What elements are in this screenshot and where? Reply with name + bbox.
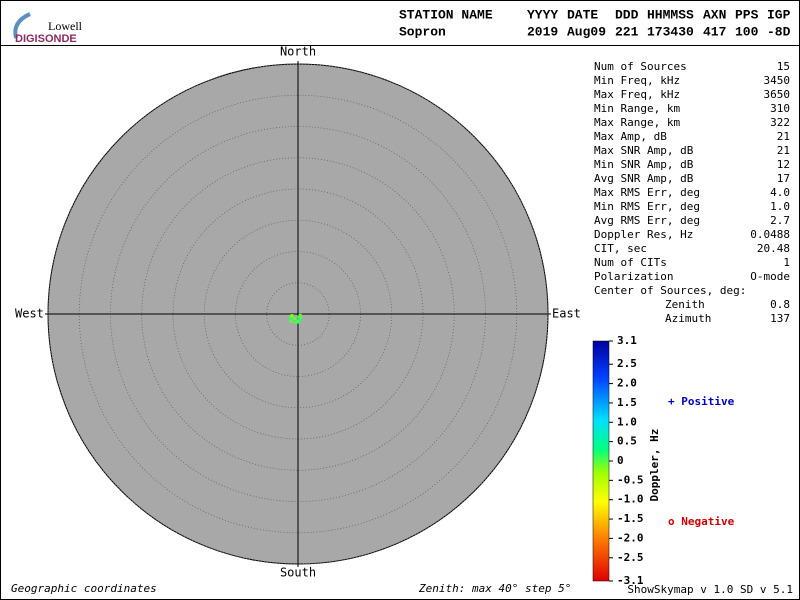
header-column: IGP [767, 7, 791, 22]
stat-label: Min Freq, kHz [594, 74, 680, 87]
source-point [293, 317, 297, 321]
colorbar-tick-label: 2.5 [617, 357, 637, 370]
source-point [298, 316, 302, 320]
stat-label: Zenith [665, 298, 705, 311]
header-value: Sopron [399, 24, 446, 39]
colorbar-tick-label: 1.5 [617, 396, 637, 409]
colorbar-tick-label: 0 [617, 454, 624, 467]
stat-value: 1.0 [770, 200, 790, 213]
header-value: -8D [767, 24, 791, 39]
stat-label: Num of Sources [594, 60, 687, 73]
legend-positive: + Positive [668, 395, 735, 408]
header-value: 221 [615, 24, 639, 39]
stat-value: 3450 [764, 74, 791, 87]
footer-left: Geographic coordinates [11, 582, 157, 595]
source-point [297, 318, 301, 322]
source-point [289, 319, 293, 323]
direction-label: East [552, 307, 581, 321]
header-value: 417 [703, 24, 726, 39]
stat-value: O-mode [750, 270, 790, 283]
colorbar-tick-label: -1.5 [617, 512, 644, 525]
header-value: 2019 [527, 24, 558, 39]
stat-label: Min SNR Amp, dB [594, 158, 694, 171]
direction-label: West [15, 307, 44, 321]
stat-label: Center of Sources, deg: [594, 284, 746, 297]
logo-top: Lowell [48, 19, 83, 33]
stat-label: Avg RMS Err, deg [594, 214, 700, 227]
header-value: 100 [735, 24, 759, 39]
colorbar-label: Doppler, Hz [648, 429, 661, 502]
stat-label: Doppler Res, Hz [594, 228, 693, 241]
legend-negative: o Negative [668, 515, 735, 528]
stat-label: Num of CITs [594, 256, 667, 269]
colorbar-tick-label: -1.0 [617, 493, 644, 506]
header-column: YYYY [527, 7, 558, 22]
stat-value: 21 [777, 144, 790, 157]
direction-label: South [280, 566, 316, 580]
stat-label: Max Freq, kHz [594, 88, 680, 101]
stat-value: 15 [777, 60, 790, 73]
stat-value: 0.0488 [750, 228, 790, 241]
header-value: 173430 [647, 24, 694, 39]
stat-label: Min Range, km [594, 102, 680, 115]
stat-label: Azimuth [665, 312, 711, 325]
stat-value: 4.0 [770, 186, 790, 199]
stat-value: 137 [770, 312, 790, 325]
stat-value: 12 [777, 158, 790, 171]
colorbar-tick-label: 2.0 [617, 377, 637, 390]
stat-value: 0.8 [770, 298, 790, 311]
colorbar-tick-label: 0.5 [617, 435, 637, 448]
stat-label: Max RMS Err, deg [594, 186, 700, 199]
header-column: HHMMSS [647, 7, 694, 22]
logo-bottom: DIGISONDE [15, 33, 77, 45]
stat-label: CIT, sec [594, 242, 647, 255]
stat-label: Max Range, km [594, 116, 680, 129]
stat-value: 3650 [764, 88, 791, 101]
stat-label: Max Amp, dB [594, 130, 667, 143]
source-point [290, 314, 294, 318]
header-column: DATE [567, 7, 598, 22]
colorbar-tick-label: -3.1 [617, 574, 644, 587]
footer-middle: Zenith: max 40° step 5° [418, 582, 571, 595]
stat-value: 21 [777, 130, 790, 143]
stat-value: 310 [770, 102, 790, 115]
header-value: Aug09 [567, 24, 606, 39]
colorbar-tick-label: -2.5 [617, 551, 644, 564]
colorbar-tick-label: 1.0 [617, 415, 637, 428]
stat-value: 20.48 [757, 242, 790, 255]
stat-value: 2.7 [770, 214, 790, 227]
stat-value: 17 [777, 172, 790, 185]
stat-value: 1 [783, 256, 790, 269]
direction-label: North [280, 45, 316, 59]
stat-label: Max SNR Amp, dB [594, 144, 694, 157]
stat-label: Avg SNR Amp, dB [594, 172, 694, 185]
source-point [295, 319, 299, 323]
header-column: PPS [735, 7, 759, 22]
stat-label: Min RMS Err, deg [594, 200, 700, 213]
colorbar-tick-label: 3.1 [617, 334, 637, 347]
header-column: DDD [615, 7, 639, 22]
colorbar [592, 340, 610, 582]
stat-value: 322 [770, 116, 790, 129]
colorbar-tick-label: -0.5 [617, 473, 644, 486]
logo-swoosh [13, 12, 31, 39]
footer-right: ShowSkymap v 1.0 SD v 5.1 [627, 583, 793, 596]
stat-label: Polarization [594, 270, 673, 283]
source-point [293, 320, 297, 324]
colorbar-tick-label: -2.0 [617, 531, 644, 544]
header-column: STATION NAME [399, 7, 493, 22]
header-column: AXN [703, 7, 726, 22]
source-point [298, 313, 302, 317]
